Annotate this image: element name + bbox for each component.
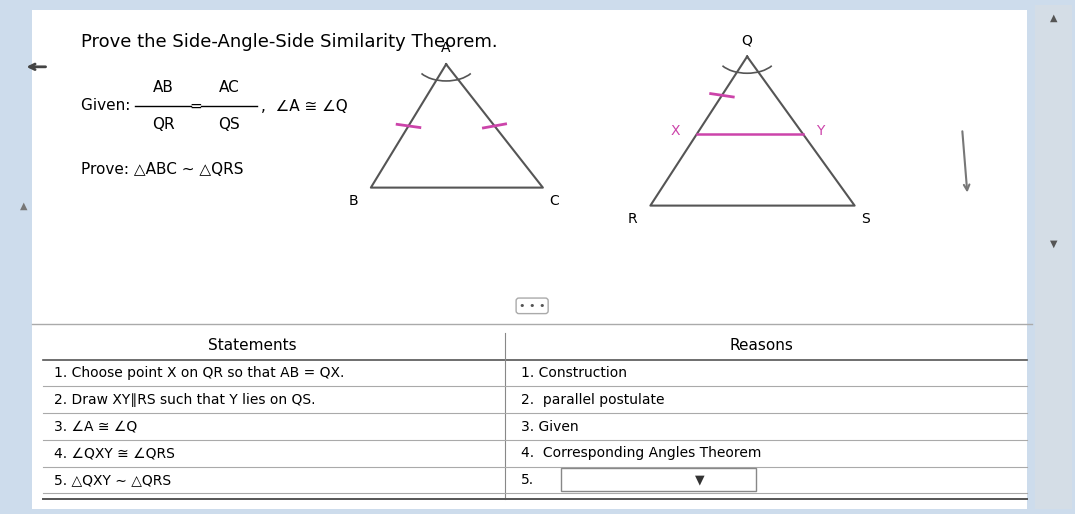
Text: B: B — [348, 194, 358, 208]
Text: S: S — [861, 212, 870, 226]
Text: Statements: Statements — [209, 338, 297, 353]
FancyBboxPatch shape — [561, 468, 756, 491]
Text: ▲: ▲ — [1050, 13, 1057, 23]
Text: X: X — [670, 124, 679, 138]
Text: QR: QR — [152, 117, 175, 132]
Text: 3. ∠A ≅ ∠Q: 3. ∠A ≅ ∠Q — [54, 419, 137, 433]
Text: R: R — [628, 212, 637, 226]
Text: 1. Choose point X on QR so that AB = QX.: 1. Choose point X on QR so that AB = QX. — [54, 366, 344, 380]
Text: • • •: • • • — [519, 301, 545, 311]
Text: AC: AC — [218, 80, 240, 95]
Text: 5. △QXY ∼ △QRS: 5. △QXY ∼ △QRS — [54, 473, 171, 487]
Text: 2. Draw XY∥RS such that Y lies on QS.: 2. Draw XY∥RS such that Y lies on QS. — [54, 393, 315, 407]
Text: Q: Q — [742, 33, 752, 47]
Text: 4. ∠QXY ≅ ∠QRS: 4. ∠QXY ≅ ∠QRS — [54, 446, 174, 460]
Text: Given:: Given: — [81, 98, 134, 113]
Text: AB: AB — [153, 80, 174, 95]
Text: 2.  parallel postulate: 2. parallel postulate — [521, 393, 664, 407]
Text: Prove the Side-Angle-Side Similarity Theorem.: Prove the Side-Angle-Side Similarity The… — [81, 33, 498, 51]
Text: 5.: 5. — [521, 473, 534, 487]
Text: QS: QS — [218, 117, 240, 132]
Text: C: C — [549, 194, 559, 208]
Text: Y: Y — [816, 124, 825, 138]
Text: Prove: △ABC ∼ △QRS: Prove: △ABC ∼ △QRS — [81, 162, 243, 177]
FancyBboxPatch shape — [32, 10, 1027, 509]
Text: =: = — [189, 99, 202, 114]
Text: ▼: ▼ — [1050, 239, 1057, 249]
FancyBboxPatch shape — [1035, 5, 1072, 509]
Text: ▲: ▲ — [20, 200, 27, 211]
Text: ▼: ▼ — [696, 473, 704, 486]
Text: 1. Construction: 1. Construction — [521, 366, 628, 380]
Text: 4.  Corresponding Angles Theorem: 4. Corresponding Angles Theorem — [521, 446, 762, 460]
Text: A: A — [442, 41, 450, 55]
Text: 3. Given: 3. Given — [521, 419, 579, 433]
Text: Reasons: Reasons — [730, 338, 793, 353]
Text: ,  ∠A ≅ ∠Q: , ∠A ≅ ∠Q — [261, 99, 348, 114]
